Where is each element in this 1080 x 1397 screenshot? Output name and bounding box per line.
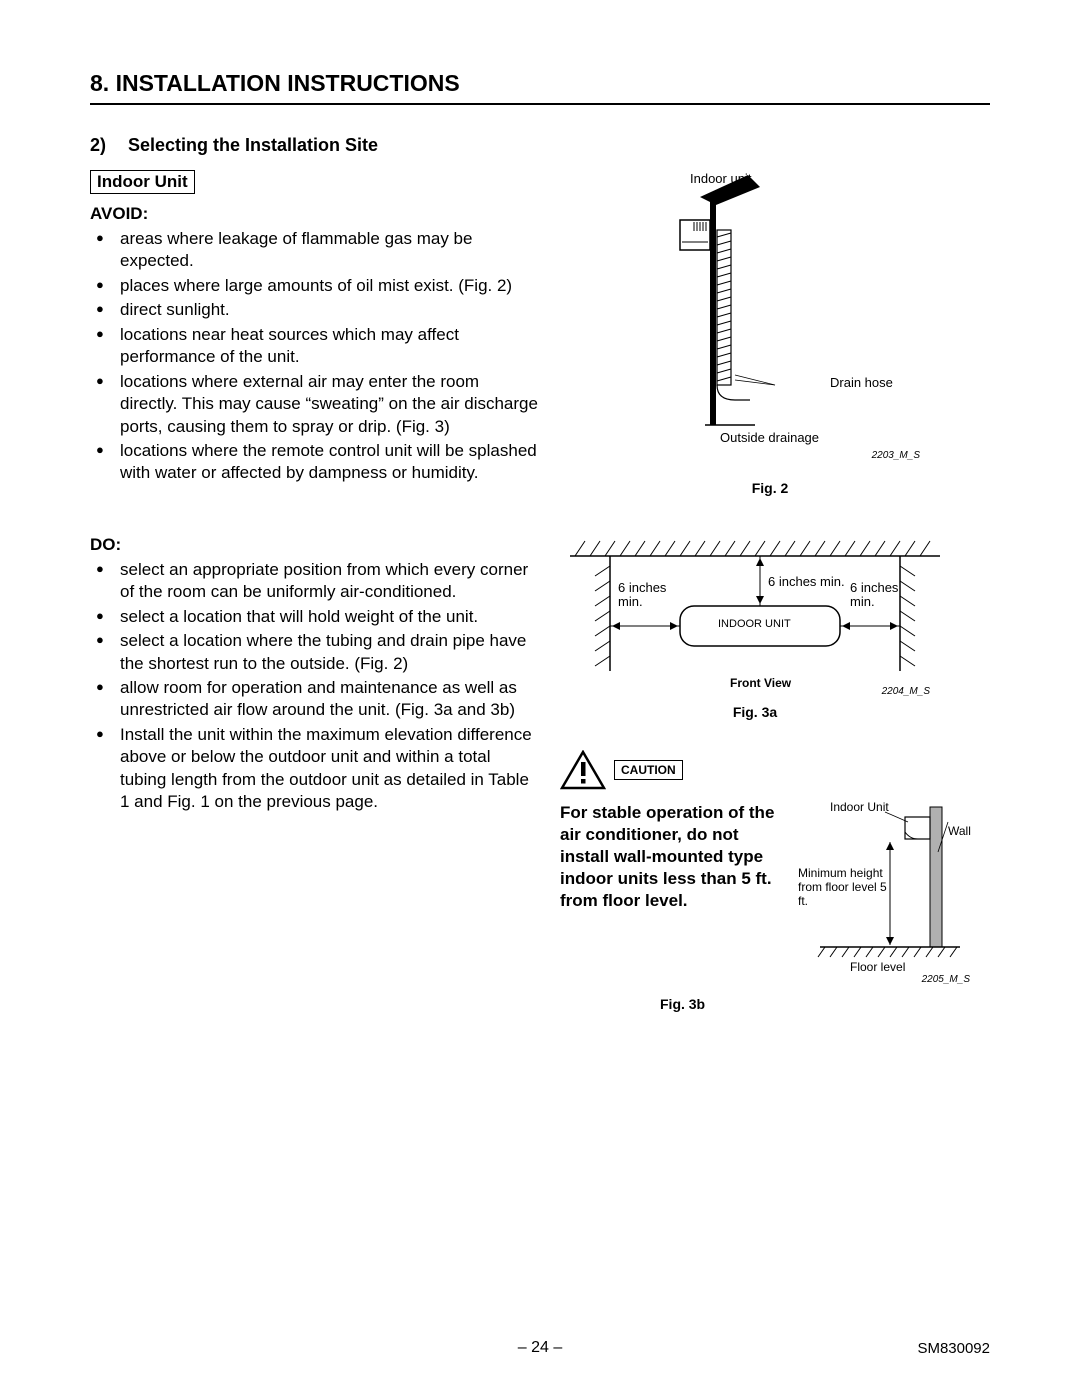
fig3b-min-height: Minimum height from floor level 5 ft. <box>798 867 888 908</box>
fig2-drain-label: Drain hose <box>830 375 893 390</box>
fig3a: 6 inches min. 6 inches min. 6 inches min… <box>560 536 950 720</box>
avoid-heading: AVOID: <box>90 204 540 224</box>
fig3a-right-dim: 6 inches min. <box>850 581 905 610</box>
list-item: locations near heat sources which may af… <box>90 324 540 369</box>
fig3b-wall-label: Wall <box>948 824 971 838</box>
fig3b-code: 2205_M_S <box>922 974 970 985</box>
caution-text: For stable operation of the air conditio… <box>560 802 780 982</box>
page-number: – 24 – <box>518 1339 562 1357</box>
fig2: Indoor unit Drain hose Outside drainage … <box>600 175 940 496</box>
list-item: select a location that will hold weight … <box>90 606 540 628</box>
fig2-diagram <box>600 175 860 440</box>
subsection-heading: 2)Selecting the Installation Site <box>90 135 540 156</box>
fig3a-front-view: Front View <box>730 676 791 690</box>
do-list: select an appropriate position from whic… <box>90 559 540 814</box>
list-item: locations where external air may enter t… <box>90 371 540 438</box>
list-item: select a location where the tubing and d… <box>90 630 540 675</box>
fig3a-top-dim: 6 inches min. <box>768 574 845 589</box>
fig2-indoor-label: Indoor unit <box>690 171 751 186</box>
list-item: select an appropriate position from whic… <box>90 559 540 604</box>
caution-row: CAUTION <box>560 750 980 790</box>
doc-code: SM830092 <box>917 1340 990 1357</box>
caution-section: For stable operation of the air conditio… <box>560 802 980 982</box>
list-item: areas where leakage of flammable gas may… <box>90 228 540 273</box>
indoor-unit-box: Indoor Unit <box>90 170 195 194</box>
fig3a-code: 2204_M_S <box>882 686 930 697</box>
fig3b-indoor-label: Indoor Unit <box>830 800 889 814</box>
fig2-outside-label: Outside drainage <box>720 430 819 445</box>
fig3b: Indoor Unit Wall Minimum height from flo… <box>790 802 970 982</box>
list-item: places where large amounts of oil mist e… <box>90 275 540 297</box>
text-column: 2)Selecting the Installation Site Indoor… <box>90 135 540 814</box>
figures-column: Indoor unit Drain hose Outside drainage … <box>560 175 980 1012</box>
warning-icon <box>560 750 606 790</box>
avoid-list: areas where leakage of flammable gas may… <box>90 228 540 485</box>
fig2-code: 2203_M_S <box>872 450 920 461</box>
fig3b-floor-label: Floor level <box>850 960 905 974</box>
caution-label: CAUTION <box>614 760 683 780</box>
section-title: 8. INSTALLATION INSTRUCTIONS <box>90 70 990 105</box>
fig3b-caption: Fig. 3b <box>660 996 980 1012</box>
fig2-caption: Fig. 2 <box>600 480 940 496</box>
fig3a-unit-label: INDOOR UNIT <box>718 618 791 630</box>
do-heading: DO: <box>90 535 540 555</box>
list-item: Install the unit within the maximum elev… <box>90 724 540 814</box>
fig3a-left-dim: 6 inches min. <box>618 581 673 610</box>
list-item: direct sunlight. <box>90 299 540 321</box>
fig3a-diagram <box>560 536 950 696</box>
list-item: allow room for operation and maintenance… <box>90 677 540 722</box>
fig3a-caption: Fig. 3a <box>560 704 950 720</box>
list-item: locations where the remote control unit … <box>90 440 540 485</box>
